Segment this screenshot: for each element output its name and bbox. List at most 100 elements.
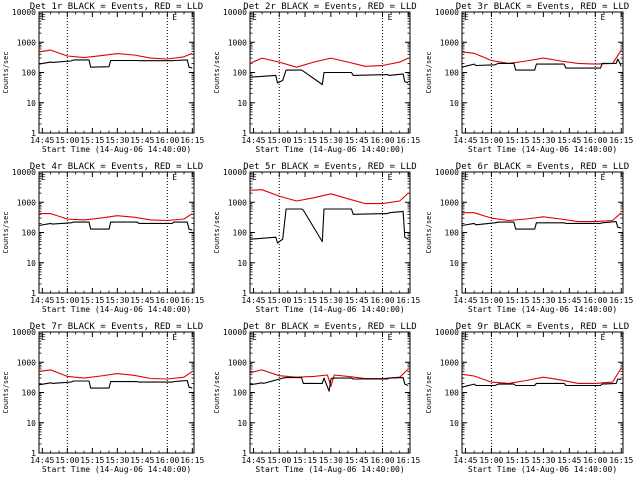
panel-det-2r: Det 2r BLACK = Events, RED = LLD 1 10 100 10… xyxy=(213,2,420,154)
y-tick-label: 100 xyxy=(22,229,37,238)
x-tick-label: 16:00 xyxy=(370,456,394,465)
x-tick-label: 16:15 xyxy=(180,456,204,465)
y-tick-label: 1 xyxy=(31,289,36,298)
y-tick-label: 1000 xyxy=(440,358,459,367)
x-tick-label: 15:30 xyxy=(319,296,343,305)
flag-glyph: E xyxy=(388,13,393,22)
x-tick-label: 15:45 xyxy=(557,456,581,465)
y-tick-label: 100 xyxy=(233,229,248,238)
panel-title: Det 1r BLACK = Events, RED = LLD xyxy=(30,2,203,12)
panel-det-8r: Det 8r BLACK = Events, RED = LLD 1 10 100 10… xyxy=(213,322,420,474)
y-tick-label: 10 xyxy=(26,419,36,428)
x-axis-label: Start Time (14-Aug-06 14:40:00) xyxy=(42,305,191,314)
x-tick-label: 16:00 xyxy=(583,456,607,465)
events-series-line xyxy=(249,377,409,392)
y-axis-label: Counts/sec xyxy=(425,51,433,93)
y-tick-label: 10000 xyxy=(435,168,459,177)
x-tick-label: 14:45 xyxy=(241,136,265,145)
y-tick-label: 10 xyxy=(237,259,247,268)
y-tick-label: 100 xyxy=(445,69,460,78)
panel-title: Det 2r BLACK = Events, RED = LLD xyxy=(243,2,416,12)
y-tick-label: 1 xyxy=(454,129,459,138)
x-tick-label: 15:00 xyxy=(267,296,291,305)
panel-title: Det 8r BLACK = Events, RED = LLD xyxy=(243,322,416,332)
x-axis-label: Start Time (14-Aug-06 14:40:00) xyxy=(468,145,617,154)
flag-glyph: E xyxy=(252,13,257,22)
x-tick-label: 16:15 xyxy=(180,296,204,305)
x-tick-label: 16:15 xyxy=(609,296,633,305)
y-tick-label: 10 xyxy=(237,419,247,428)
panel-det-5r: Det 5r BLACK = Events, RED = LLD 1 10 100 10… xyxy=(213,162,420,314)
flag-glyph: E xyxy=(41,13,46,22)
lld-series-line xyxy=(38,49,193,60)
y-axis-label: Counts/sec xyxy=(425,371,433,413)
x-tick-label: 16:15 xyxy=(396,136,420,145)
flag-glyph: E xyxy=(388,173,393,182)
x-tick-label: 15:00 xyxy=(55,456,79,465)
x-tick-label: 15:45 xyxy=(130,136,154,145)
panel-title: Det 3r BLACK = Events, RED = LLD xyxy=(456,2,629,12)
events-series-line xyxy=(249,69,409,86)
y-tick-label: 10000 xyxy=(223,168,247,177)
x-tick-label: 15:45 xyxy=(557,296,581,305)
y-tick-label: 10000 xyxy=(12,8,36,17)
events-series-line xyxy=(249,208,409,244)
flag-glyph: E xyxy=(252,333,257,342)
y-tick-label: 10000 xyxy=(223,8,247,17)
x-tick-label: 15:30 xyxy=(531,296,555,305)
x-tick-label: 14:45 xyxy=(453,136,477,145)
y-tick-label: 10 xyxy=(449,99,459,108)
flag-glyph: E xyxy=(252,173,257,182)
plot-frame xyxy=(461,331,624,454)
plot-frame xyxy=(249,171,411,294)
x-tick-label: 15:15 xyxy=(505,296,529,305)
x-axis-label: Start Time (14-Aug-06 14:40:00) xyxy=(42,145,191,154)
x-tick-label: 15:15 xyxy=(293,136,317,145)
lld-series-line xyxy=(461,49,622,65)
x-tick-label: 15:00 xyxy=(479,456,503,465)
y-tick-label: 1000 xyxy=(228,198,247,207)
lld-series-line xyxy=(249,368,409,387)
flag-glyph: E xyxy=(600,173,605,182)
y-tick-label: 100 xyxy=(22,389,37,398)
x-tick-label: 16:00 xyxy=(155,456,179,465)
x-tick-label: 14:45 xyxy=(241,456,265,465)
events-series-line xyxy=(38,59,193,69)
y-tick-label: 1000 xyxy=(17,198,36,207)
x-tick-label: 15:00 xyxy=(267,136,291,145)
flag-glyph: E xyxy=(172,13,177,22)
y-tick-label: 100 xyxy=(233,389,248,398)
lld-series-line xyxy=(249,189,409,205)
y-tick-label: 10000 xyxy=(223,328,247,337)
x-tick-label: 14:45 xyxy=(453,296,477,305)
y-tick-label: 1000 xyxy=(228,358,247,367)
x-tick-label: 15:30 xyxy=(105,136,129,145)
panel-det-4r: Det 4r BLACK = Events, RED = LLD 1 10 100 10… xyxy=(2,162,205,314)
plot-frame xyxy=(38,171,195,294)
y-tick-label: 1000 xyxy=(228,38,247,47)
lld-series-line xyxy=(462,212,622,223)
flag-glyph: E xyxy=(464,173,469,182)
x-tick-label: 15:30 xyxy=(531,456,555,465)
y-axis-label: Counts/sec xyxy=(425,211,433,253)
x-tick-label: 14:45 xyxy=(241,296,265,305)
events-series-line xyxy=(461,221,622,230)
x-tick-label: 16:00 xyxy=(155,296,179,305)
y-tick-label: 1 xyxy=(31,449,36,458)
x-tick-label: 15:15 xyxy=(293,456,317,465)
x-axis-label: Start Time (14-Aug-06 14:40:00) xyxy=(255,465,404,474)
events-series-line xyxy=(38,221,193,231)
y-tick-label: 1 xyxy=(454,289,459,298)
x-tick-label: 16:15 xyxy=(609,136,633,145)
x-axis-label: Start Time (14-Aug-06 14:40:00) xyxy=(468,465,617,474)
y-tick-label: 1 xyxy=(242,129,247,138)
x-tick-label: 15:15 xyxy=(505,456,529,465)
panel-title: Det 6r BLACK = Events, RED = LLD xyxy=(456,162,629,172)
x-axis-label: Start Time (14-Aug-06 14:40:00) xyxy=(255,305,404,314)
plot-frame xyxy=(38,331,195,454)
y-tick-label: 10000 xyxy=(12,328,36,337)
panel-title: Det 5r BLACK = Events, RED = LLD xyxy=(243,162,416,172)
y-tick-label: 10 xyxy=(449,259,459,268)
x-tick-label: 15:00 xyxy=(479,296,503,305)
x-tick-label: 15:15 xyxy=(80,456,104,465)
